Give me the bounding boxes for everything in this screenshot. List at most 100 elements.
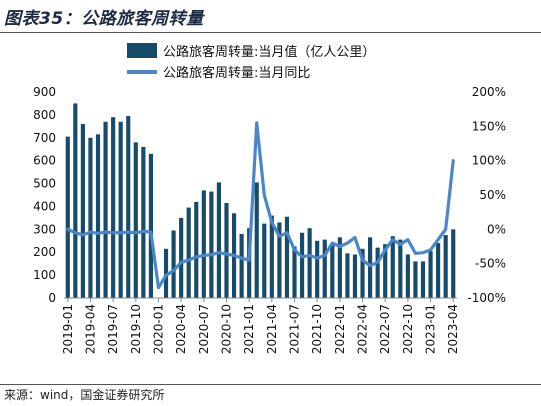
source-divider <box>0 384 541 385</box>
bar <box>201 190 206 298</box>
bar <box>315 240 320 298</box>
bar-series <box>65 103 456 299</box>
bar <box>428 251 433 298</box>
bar <box>451 229 456 298</box>
x-tick-label: 2022-01 <box>333 304 347 354</box>
left-tick-label: 200 <box>33 245 56 259</box>
bar <box>375 247 380 298</box>
bar <box>360 248 365 298</box>
bar <box>284 216 290 298</box>
bar <box>292 246 297 298</box>
left-tick-label: 900 <box>33 85 56 99</box>
legend-line-label: 公路旅客周转量:当月同比 <box>163 65 310 81</box>
bar <box>436 243 441 298</box>
left-tick-label: 700 <box>33 131 56 145</box>
bar <box>352 254 358 298</box>
bar <box>179 217 184 298</box>
bar <box>254 182 259 298</box>
right-tick-label: 100% <box>472 154 506 168</box>
bar <box>118 121 123 298</box>
x-tick-label: 2020-07 <box>197 304 211 354</box>
x-tick-label: 2021-01 <box>242 304 256 354</box>
bar <box>216 182 222 298</box>
bar <box>398 239 403 298</box>
right-tick-label: 200% <box>472 85 506 99</box>
bar <box>141 146 146 298</box>
x-tick-label: 2019-07 <box>106 304 120 354</box>
left-axis-ticks: 0 100 200 300 400 500 600 700 800 900 <box>33 85 56 305</box>
bar <box>209 191 214 298</box>
x-tick-label: 2019-04 <box>83 304 97 354</box>
right-tick-label: 50% <box>479 188 506 202</box>
bar <box>194 201 199 298</box>
x-tick-label: 2020-01 <box>151 304 165 354</box>
source-note: 来源：wind，国金证券研究所 <box>4 388 165 402</box>
x-tick-label: 2022-10 <box>401 304 415 354</box>
bar <box>163 248 169 298</box>
bar <box>126 116 131 298</box>
bar <box>148 153 153 298</box>
bar <box>88 137 93 298</box>
x-tick-label: 2023-01 <box>424 304 438 354</box>
bar <box>95 134 101 298</box>
x-axis-ticks: 2019-01 2019-04 2019-07 2019-10 2020-01 2020-… <box>61 298 460 354</box>
x-tick-label: 2021-04 <box>265 304 279 354</box>
chart-title: 图表35：公路旅客周转量 <box>4 9 204 29</box>
bar <box>65 136 70 298</box>
bar <box>80 124 85 298</box>
line-series <box>66 121 455 290</box>
bar <box>368 237 373 298</box>
bar <box>103 121 108 298</box>
bar <box>224 203 229 298</box>
right-tick-label: -50% <box>475 257 506 271</box>
x-tick-label: 2021-07 <box>288 304 302 354</box>
bar <box>133 142 138 298</box>
bar <box>277 222 282 298</box>
x-tick-label: 2019-10 <box>129 304 143 354</box>
bar <box>247 228 252 298</box>
right-tick-label: 0% <box>487 222 506 236</box>
bar <box>337 237 342 298</box>
bar <box>269 215 274 298</box>
bar <box>322 239 327 298</box>
bar <box>443 235 448 298</box>
left-tick-label: 400 <box>33 199 56 213</box>
bar <box>299 232 305 298</box>
x-tick-label: 2020-10 <box>219 304 233 354</box>
bar <box>262 223 267 298</box>
left-tick-label: 0 <box>48 291 56 305</box>
left-tick-label: 100 <box>33 268 56 282</box>
bar <box>239 233 244 298</box>
bar <box>111 117 116 299</box>
bar <box>405 254 410 298</box>
legend-bar-swatch <box>127 43 157 58</box>
x-tick-label: 2022-04 <box>356 304 370 354</box>
title-divider <box>0 32 541 33</box>
left-tick-label: 500 <box>33 177 56 191</box>
bar <box>73 103 78 298</box>
legend-bar-label: 公路旅客周转量:当月值（亿人公里） <box>163 44 375 60</box>
left-tick-label: 800 <box>33 108 56 122</box>
bar <box>413 261 418 298</box>
x-tick-label: 2020-04 <box>174 304 188 354</box>
bar <box>171 230 176 298</box>
x-tick-label: 2019-01 <box>61 304 75 354</box>
x-tick-label: 2022-07 <box>378 304 392 354</box>
left-tick-label: 600 <box>33 154 56 168</box>
bar <box>330 245 335 298</box>
x-tick-label: 2021-10 <box>310 304 324 354</box>
right-tick-label: 150% <box>472 119 506 133</box>
bar <box>420 261 426 298</box>
bar <box>307 228 312 298</box>
x-tick-label: 2023-04 <box>446 304 460 354</box>
bar <box>383 244 388 298</box>
right-axis-ticks: -100% -50% 0% 50% 100% 150% 200% <box>467 85 506 305</box>
right-tick-label: -100% <box>467 291 506 305</box>
legend: 公路旅客周转量:当月值（亿人公里） 公路旅客周转量:当月同比 <box>127 43 375 81</box>
left-tick-label: 300 <box>33 222 56 236</box>
bar <box>186 207 191 298</box>
yoy-line <box>66 121 455 290</box>
bar <box>345 253 350 298</box>
bar <box>390 236 395 298</box>
